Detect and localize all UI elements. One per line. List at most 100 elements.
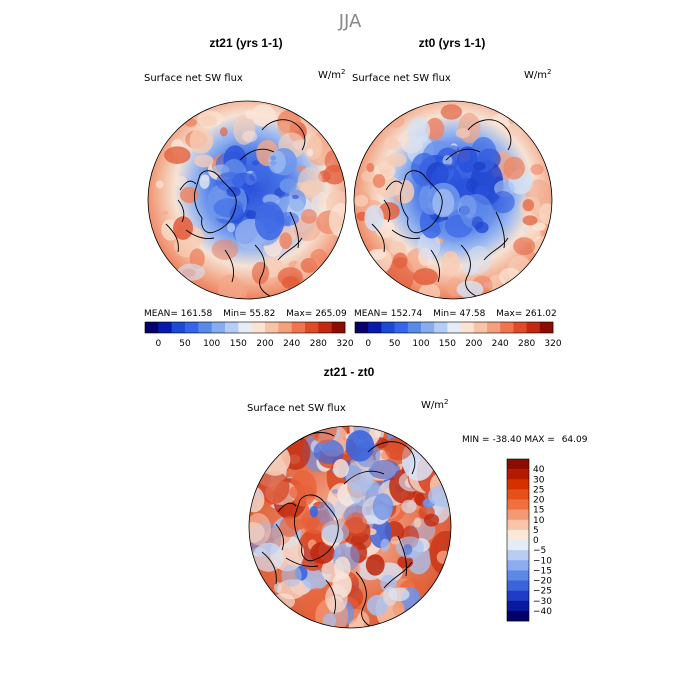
panel-1-units-base: W/m [318,70,341,81]
panel-3-colorbar-tick-label: 10 [533,516,545,526]
panel-3-colorbar-tick-label: −5 [533,546,546,556]
panel-3-colorbar-frame [506,458,530,622]
panel-3-colorbar-swatch [507,560,529,571]
panel-3-colorbar-swatch [507,469,529,480]
panel-3-colorbar-tick-label: −10 [533,556,552,566]
panel-1-colorbar-swatch [251,322,266,333]
panel-2-colorbar-swatch [513,322,527,333]
panel-1-colorbar-swatch [145,322,159,333]
panel-2-colorbar-tick-label: 240 [492,339,509,349]
panel-3-stats: MIN = -38.40 MAX = 64.09 [462,435,588,445]
panel-1-colorbar-swatch [225,322,239,333]
season-title: JJA [338,11,362,32]
panel-2-colorbar-swatch [460,322,475,333]
panel-3-colorbar-tick-label: 25 [533,485,544,495]
panel-2-colorbar-tick-label: 150 [439,339,456,349]
panel-3-colorbar-swatch [507,540,529,551]
panel-3-colorbar-swatch [507,600,529,612]
panel-zt0: zt0 (yrs 1-1) Surface net SW flux W/m2 M… [352,36,562,349]
panel-3-units: W/m2 [421,398,448,411]
panel-2-colorbar-swatch [368,322,382,333]
panel-2-colorbar-tick-label: 50 [389,339,401,349]
panel-2-colorbar-swatch [500,322,514,333]
panel-1-colorbar-swatch [305,322,319,333]
panel-3-map-field [249,426,451,628]
panel-1-colorbar-swatch [198,322,212,333]
panel-1-colorbar-tick-label: 320 [336,339,353,349]
panel-2-colorbar-tick-label: 320 [544,339,561,349]
panel-3-units-base: W/m [421,400,444,411]
panel-2-units-base: W/m [524,70,547,81]
panel-3-colorbar-tick-label: 5 [533,526,539,536]
panel-3-colorbar-tick-label: −20 [533,577,552,587]
panel-1-colorbar-tick-label: 50 [179,339,191,349]
panel-1-colorbar-tick-label: 240 [283,339,300,349]
panel-2-colorbar-swatch [407,322,422,333]
panel-1-colorbar-swatch [291,322,306,333]
panel-2-variable-label: Surface net SW flux [352,73,451,84]
panel-1-title: zt21 (yrs 1-1) [209,36,282,50]
panel-1-colorbar-swatch [171,322,186,333]
panel-1-colorbar-tick-label: 0 [155,339,161,349]
panel-3-colorbar-swatch [507,489,529,500]
panel-1-colorbar-swatch [331,322,346,333]
panel-3-colorbar-tick-label: 40 [533,465,545,475]
panel-3-colorbar-swatch [507,610,529,622]
panel-diff: zt21 - zt0 Surface net SW flux W/m2 MIN … [247,365,588,629]
panel-3-colorbar-tick-label: 15 [533,506,544,516]
panel-3-map-boundary [248,425,452,629]
panel-2-colorbar-swatch [381,322,395,333]
panel-2-colorbar-swatch [487,322,501,333]
panel-2-colorbar-frame [354,321,554,334]
panel-1-colorbar-swatch [265,322,279,333]
panel-1-units-exp: 2 [341,68,345,76]
panel-zt21: zt21 (yrs 1-1) Surface net SW flux W/m2 … [144,36,354,349]
panel-1-stats: MEAN= 161.58 Min= 55.82 Max= 265.09 [144,309,347,319]
panel-1-colorbar-tick-label: 200 [256,339,273,349]
panel-3-colorbar-swatch [507,519,529,531]
panel-3-colorbar-tick-label: 20 [533,496,545,506]
panel-1-colorbar-frame [144,321,346,334]
panel-2-units-exp: 2 [547,68,551,76]
panel-3-colorbar-swatch [507,459,529,470]
panel-1-variable-label: Surface net SW flux [144,73,243,84]
panel-2-stats: MEAN= 152.74 Min= 47.58 Max= 261.02 [354,309,557,319]
panel-2-colorbar-swatch [539,322,554,333]
panel-2-colorbar-tick-label: 0 [365,339,371,349]
panel-3-colorbar-swatch [507,590,529,602]
panel-2-map-field [354,101,552,299]
panel-2-title: zt0 (yrs 1-1) [419,36,486,50]
panel-3-colorbar-tick-label: 0 [533,536,539,546]
panel-1-colorbar-tick-label: 100 [203,339,220,349]
panel-3-colorbar-tick-label: 30 [533,475,545,485]
panel-2-units: W/m2 [524,68,551,81]
panel-1-colorbar-swatch [185,322,199,333]
panel-1-colorbar-swatch [211,322,226,333]
panel-2-colorbar-swatch [473,322,488,333]
panel-1-map-field [148,101,346,299]
panel-3-colorbar-tick-label: −25 [533,587,552,597]
panel-2-colorbar-tick-label: 280 [518,339,535,349]
panel-1-colorbar-tick-label: 280 [310,339,327,349]
panel-3-coastlines [261,432,416,628]
panel-3-colorbar-tick-label: −30 [533,597,552,607]
panel-2-colorbar-swatch [526,322,541,333]
panel-2-colorbar-tick-label: 200 [465,339,482,349]
panel-2-colorbar-swatch [447,322,461,333]
panel-2-colorbar-swatch [421,322,435,333]
panel-3-colorbar-swatch [507,499,529,510]
panel-3-colorbar-swatch [507,580,529,591]
panel-2-coastlines [371,119,512,297]
panel-1-colorbar-swatch [318,322,332,333]
panel-1-colorbar-tick-label: 150 [230,339,247,349]
panel-3-colorbar-swatch [507,529,529,541]
panel-3-units-exp: 2 [444,398,448,406]
panel-3-colorbar-tick-label: −15 [533,566,552,576]
panel-2-colorbar-swatch [394,322,409,333]
panel-3-colorbar-swatch [507,570,529,581]
panel-1-colorbar-swatch [158,322,172,333]
panel-3-title: zt21 - zt0 [324,365,375,379]
